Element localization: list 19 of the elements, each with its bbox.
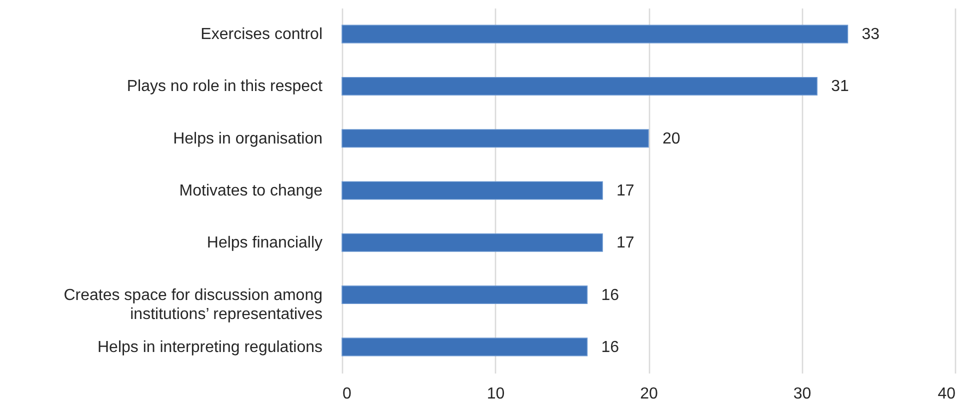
data-label: 16 [601, 338, 620, 356]
data-label: 20 [662, 130, 680, 148]
y-tick-label: Creates space for discussion among institutions’ representatives [64, 286, 322, 323]
y-tick-label: Plays no role in this respect [126, 78, 324, 96]
y-tick-label: Helps in interpreting regulations [97, 338, 322, 356]
data-label: 17 [616, 234, 634, 252]
x-tick-label: 20 [640, 386, 658, 402]
data-label: 31 [831, 78, 849, 96]
data-label: 33 [862, 26, 880, 44]
data-label: 16 [601, 286, 620, 304]
y-tick-label: Motivates to change [179, 182, 323, 200]
y-tick-label: Exercises control [200, 26, 322, 44]
y-tick-label: Helps in organisation [173, 130, 322, 148]
x-tick-label: 30 [793, 386, 812, 402]
x-tick-label: 40 [938, 386, 956, 402]
x-tick-label: 10 [486, 386, 505, 402]
x-tick-label: 0 [342, 386, 352, 402]
y-tick-label: Helps financially [206, 234, 322, 252]
data-label: 17 [616, 182, 634, 200]
